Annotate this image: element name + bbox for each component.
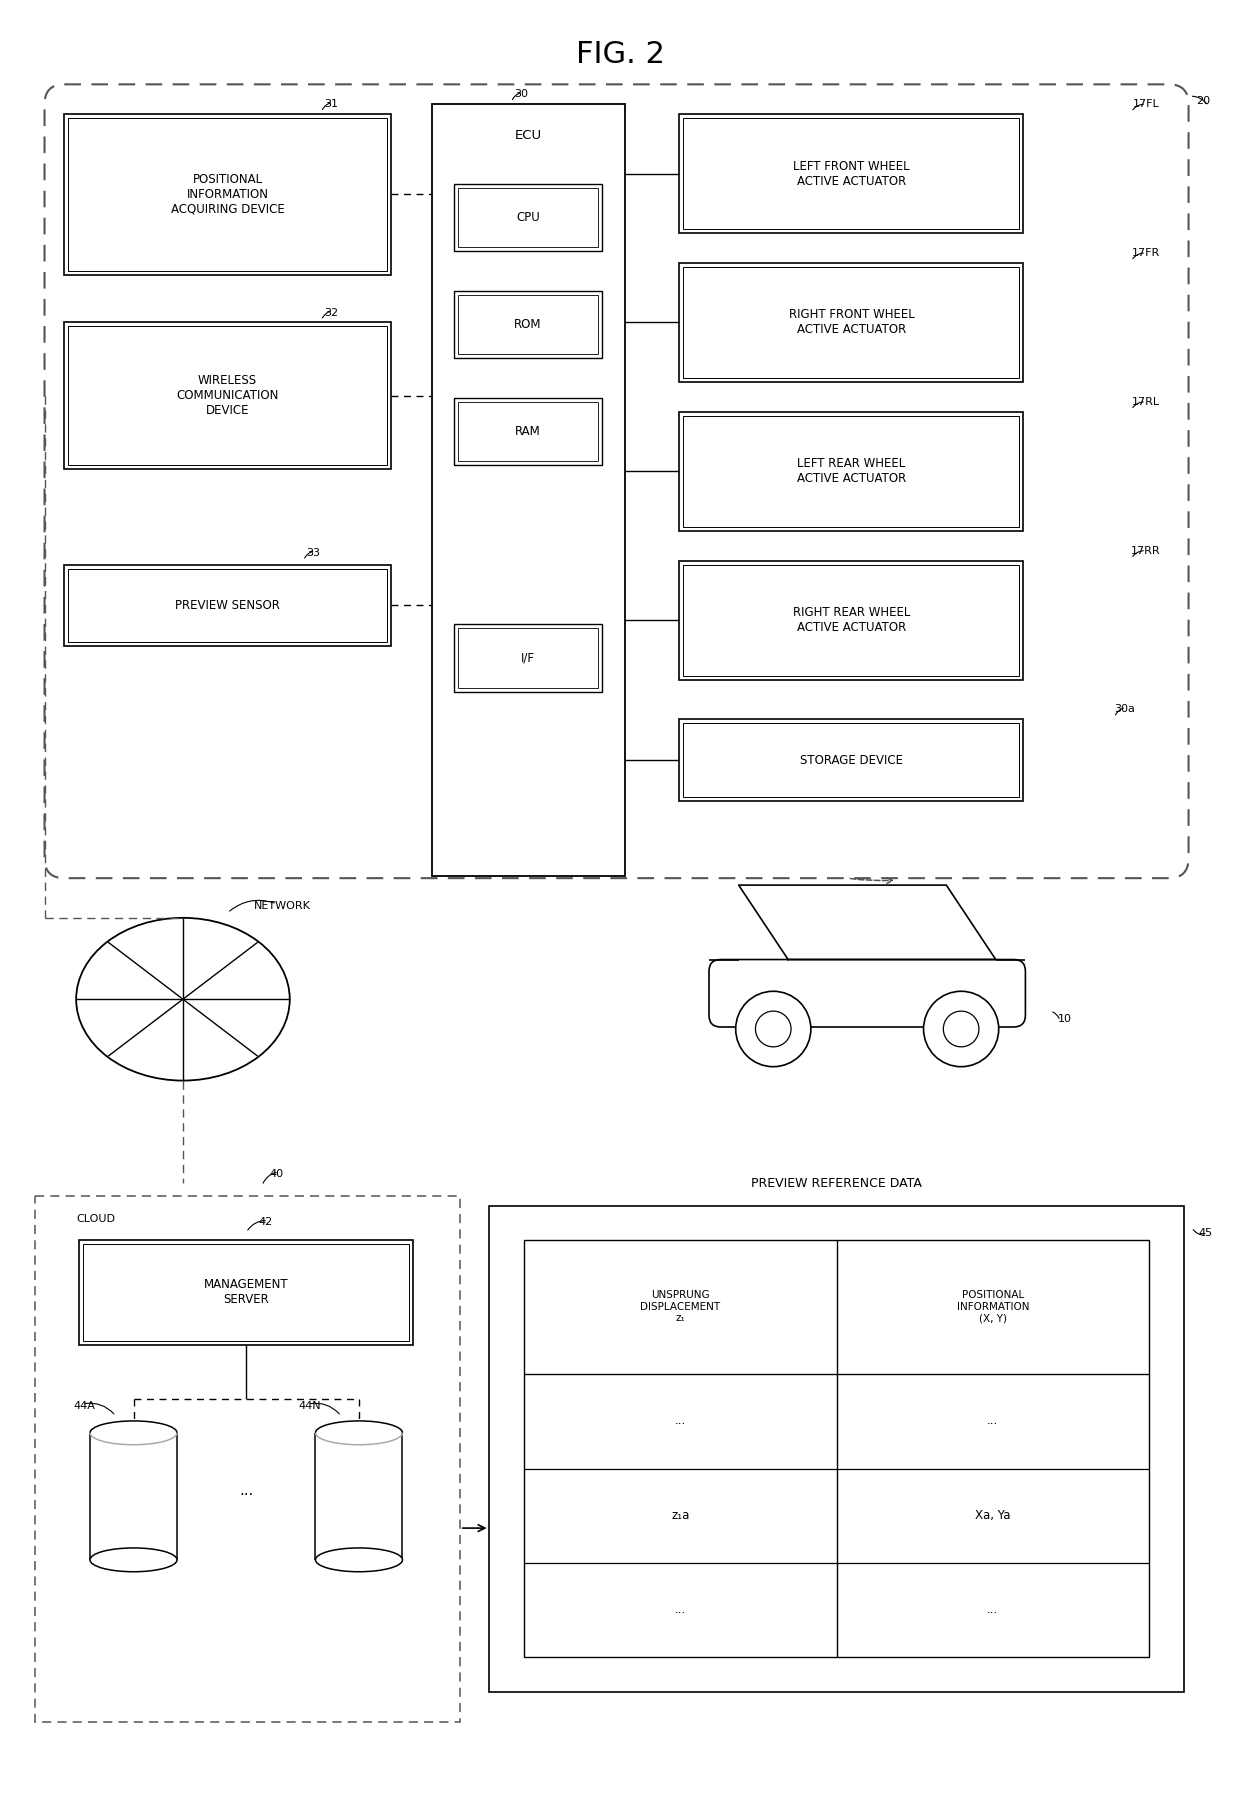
Bar <box>68 569 387 641</box>
Bar <box>680 560 1023 679</box>
Text: LEFT REAR WHEEL
ACTIVE ACTUATOR: LEFT REAR WHEEL ACTIVE ACTUATOR <box>797 458 906 485</box>
Text: MANAGEMENT
SERVER: MANAGEMENT SERVER <box>203 1279 289 1306</box>
Bar <box>490 1205 1184 1692</box>
Text: 31: 31 <box>325 99 339 110</box>
Bar <box>680 411 1023 532</box>
Bar <box>432 104 625 876</box>
FancyBboxPatch shape <box>709 959 1025 1027</box>
Text: ...: ... <box>675 1415 686 1428</box>
Bar <box>458 187 598 248</box>
Bar <box>680 115 1023 233</box>
Bar <box>64 323 391 469</box>
Text: UNSPRUNG
DISPLACEMENT
z₁: UNSPRUNG DISPLACEMENT z₁ <box>640 1290 720 1324</box>
Text: 42: 42 <box>259 1218 273 1227</box>
Circle shape <box>944 1011 978 1047</box>
Bar <box>680 262 1023 383</box>
Bar <box>64 564 391 647</box>
Bar <box>683 415 1019 526</box>
Bar <box>454 291 603 357</box>
Text: ...: ... <box>239 1483 253 1498</box>
Text: NETWORK: NETWORK <box>253 902 310 911</box>
Bar <box>454 399 603 465</box>
Text: PREVIEW REFERENCE DATA: PREVIEW REFERENCE DATA <box>751 1176 923 1191</box>
Text: CLOUD: CLOUD <box>77 1214 115 1225</box>
Bar <box>79 1241 413 1345</box>
Bar <box>315 1433 403 1561</box>
Text: 33: 33 <box>306 548 320 559</box>
Text: 20: 20 <box>1197 97 1210 106</box>
Bar <box>35 1196 460 1722</box>
Text: STORAGE DEVICE: STORAGE DEVICE <box>800 754 903 767</box>
Bar <box>68 119 387 271</box>
Bar <box>683 564 1019 675</box>
Text: CPU: CPU <box>516 210 539 224</box>
Text: ...: ... <box>675 1604 686 1616</box>
Ellipse shape <box>76 918 290 1081</box>
Text: 17FL: 17FL <box>1132 99 1159 110</box>
Text: ECU: ECU <box>515 129 542 142</box>
Bar <box>458 629 598 688</box>
Bar <box>458 295 598 354</box>
Text: 10: 10 <box>1058 1015 1071 1024</box>
Text: RIGHT FRONT WHEEL
ACTIVE ACTUATOR: RIGHT FRONT WHEEL ACTIVE ACTUATOR <box>789 309 914 336</box>
Text: RIGHT REAR WHEEL
ACTIVE ACTUATOR: RIGHT REAR WHEEL ACTIVE ACTUATOR <box>792 607 910 634</box>
Text: 17RR: 17RR <box>1131 546 1161 555</box>
FancyBboxPatch shape <box>45 84 1189 878</box>
Bar <box>64 115 391 275</box>
Text: 44A: 44A <box>73 1401 95 1412</box>
Circle shape <box>735 991 811 1067</box>
Bar <box>458 402 598 462</box>
Bar <box>680 720 1023 801</box>
Bar <box>683 268 1019 377</box>
Bar <box>454 625 603 691</box>
Text: 45: 45 <box>1198 1228 1213 1239</box>
Ellipse shape <box>315 1548 403 1572</box>
Text: 40: 40 <box>270 1169 284 1178</box>
Text: 44N: 44N <box>298 1401 321 1412</box>
Text: Xa, Ya: Xa, Ya <box>975 1509 1011 1521</box>
Text: FIG. 2: FIG. 2 <box>575 40 665 68</box>
Text: PREVIEW SENSOR: PREVIEW SENSOR <box>175 598 280 612</box>
Text: LEFT FRONT WHEEL
ACTIVE ACTUATOR: LEFT FRONT WHEEL ACTIVE ACTUATOR <box>794 160 910 187</box>
Text: I/F: I/F <box>521 652 534 665</box>
Text: ...: ... <box>987 1415 998 1428</box>
Text: POSITIONAL
INFORMATION
ACQUIRING DEVICE: POSITIONAL INFORMATION ACQUIRING DEVICE <box>171 172 284 216</box>
Text: ...: ... <box>987 1604 998 1616</box>
Text: 30a: 30a <box>1114 704 1135 715</box>
Text: WIRELESS
COMMUNICATION
DEVICE: WIRELESS COMMUNICATION DEVICE <box>176 374 279 417</box>
Bar <box>525 1241 1149 1658</box>
Text: 17FR: 17FR <box>1132 248 1161 259</box>
Bar <box>83 1245 409 1340</box>
Ellipse shape <box>91 1548 177 1572</box>
Text: ROM: ROM <box>515 318 542 330</box>
Bar <box>683 119 1019 230</box>
Text: 32: 32 <box>324 307 339 318</box>
Text: POSITIONAL
INFORMATION
(X, Y): POSITIONAL INFORMATION (X, Y) <box>956 1290 1029 1324</box>
Text: 17RL: 17RL <box>1132 397 1161 408</box>
Text: z₁a: z₁a <box>671 1509 689 1521</box>
Text: RAM: RAM <box>515 426 541 438</box>
Text: 30: 30 <box>515 90 528 99</box>
Bar <box>68 327 387 465</box>
Circle shape <box>924 991 998 1067</box>
Circle shape <box>755 1011 791 1047</box>
Bar <box>91 1433 177 1561</box>
Bar <box>683 724 1019 797</box>
Bar <box>454 183 603 251</box>
